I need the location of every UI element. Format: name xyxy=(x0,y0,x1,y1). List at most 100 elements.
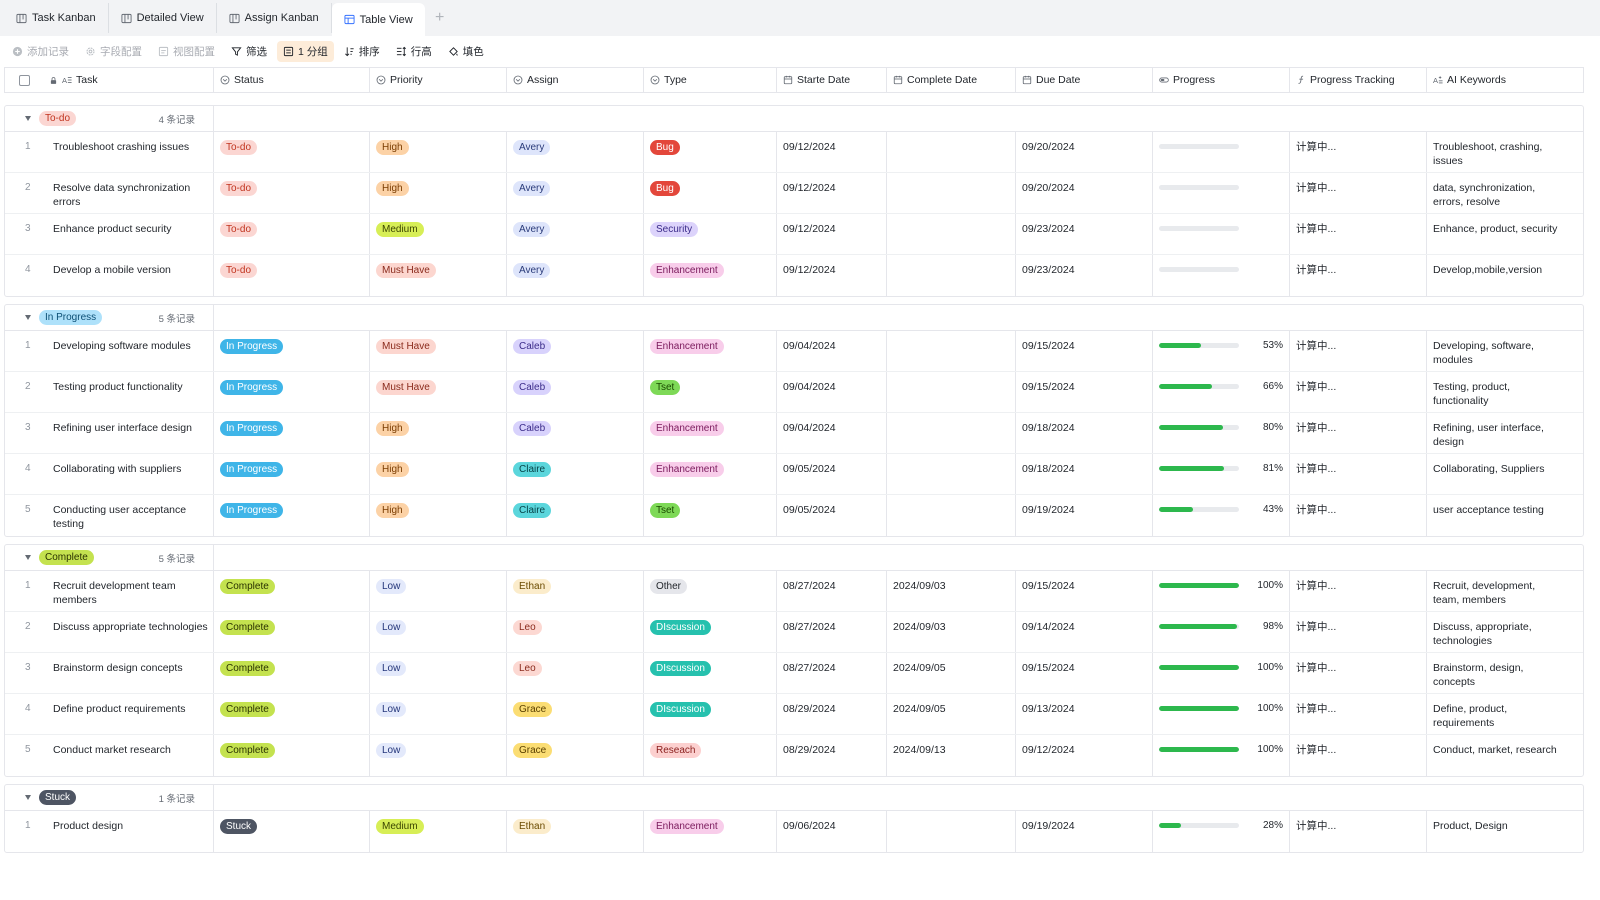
table-row[interactable]: 3 Enhance product security To-do Medium Aver… xyxy=(5,214,1583,255)
collapse-caret-icon[interactable] xyxy=(25,315,31,320)
cell-start[interactable]: 09/04/2024 xyxy=(777,372,887,412)
cell-start[interactable]: 09/04/2024 xyxy=(777,331,887,371)
cell-priority[interactable]: Low xyxy=(370,735,507,776)
cell-complete[interactable]: 2024/09/03 xyxy=(887,612,1016,652)
cell-tracking[interactable]: 计算中... xyxy=(1290,255,1427,296)
cell-keywords[interactable]: Product, Design xyxy=(1427,811,1565,852)
cell-status[interactable]: In Progress xyxy=(214,495,370,536)
table-row[interactable]: 2 Testing product functionality In Progres… xyxy=(5,372,1583,413)
column-header-due[interactable]: Due Date xyxy=(1016,68,1153,92)
cell-task[interactable]: Recruit development team members xyxy=(43,571,214,611)
cell-progress[interactable]: 43% xyxy=(1153,495,1290,536)
cell-task[interactable]: Resolve data synchronization errors xyxy=(43,173,214,213)
cell-start[interactable]: 09/04/2024 xyxy=(777,413,887,453)
cell-assign[interactable]: Leo xyxy=(507,612,644,652)
cell-status[interactable]: In Progress xyxy=(214,454,370,494)
column-header-status[interactable]: Status xyxy=(214,68,370,92)
column-header-keywords[interactable]: A AI Keywords xyxy=(1427,68,1565,92)
cell-progress[interactable]: 80% xyxy=(1153,413,1290,453)
cell-task[interactable]: Product design xyxy=(43,811,214,852)
column-header-start[interactable]: Starte Date xyxy=(777,68,887,92)
cell-start[interactable]: 08/27/2024 xyxy=(777,571,887,611)
cell-priority[interactable]: Low xyxy=(370,612,507,652)
cell-keywords[interactable]: Testing, product, functionality xyxy=(1427,372,1565,412)
cell-start[interactable]: 09/06/2024 xyxy=(777,811,887,852)
cell-priority[interactable]: Must Have xyxy=(370,372,507,412)
cell-type[interactable]: DIscussion xyxy=(644,653,777,693)
cell-assign[interactable]: Claire xyxy=(507,495,644,536)
cell-assign[interactable]: Ethan xyxy=(507,811,644,852)
cell-tracking[interactable]: 计算中... xyxy=(1290,495,1427,536)
cell-tracking[interactable]: 计算中... xyxy=(1290,132,1427,172)
cell-task[interactable]: Testing product functionality xyxy=(43,372,214,412)
cell-status[interactable]: Stuck xyxy=(214,811,370,852)
cell-keywords[interactable]: Refining, user interface, design xyxy=(1427,413,1565,453)
cell-assign[interactable]: Leo xyxy=(507,653,644,693)
cell-keywords[interactable]: Brainstorm, design, concepts xyxy=(1427,653,1565,693)
cell-assign[interactable]: Avery xyxy=(507,214,644,254)
collapse-caret-icon[interactable] xyxy=(25,555,31,560)
cell-status[interactable]: In Progress xyxy=(214,331,370,371)
cell-tracking[interactable]: 计算中... xyxy=(1290,811,1427,852)
tab-task-kanban[interactable]: Task Kanban xyxy=(4,3,109,33)
cell-tracking[interactable]: 计算中... xyxy=(1290,735,1427,776)
cell-complete[interactable]: 2024/09/03 xyxy=(887,571,1016,611)
cell-priority[interactable]: Low xyxy=(370,694,507,734)
cell-priority[interactable]: Must Have xyxy=(370,331,507,371)
cell-progress[interactable]: 81% xyxy=(1153,454,1290,494)
group-header[interactable]: To-do 4 条记录 xyxy=(5,106,1583,132)
cell-due[interactable]: 09/15/2024 xyxy=(1016,653,1153,693)
cell-tracking[interactable]: 计算中... xyxy=(1290,571,1427,611)
cell-progress[interactable] xyxy=(1153,132,1290,172)
column-header-assign[interactable]: Assign xyxy=(507,68,644,92)
cell-type[interactable]: Tset xyxy=(644,495,777,536)
cell-type[interactable]: Reseach xyxy=(644,735,777,776)
cell-assign[interactable]: Caleb xyxy=(507,331,644,371)
cell-complete[interactable] xyxy=(887,413,1016,453)
cell-progress[interactable]: 100% xyxy=(1153,571,1290,611)
cell-due[interactable]: 09/14/2024 xyxy=(1016,612,1153,652)
column-header-tracking[interactable]: Progress Tracking xyxy=(1290,68,1427,92)
tab-detailed-view[interactable]: Detailed View xyxy=(109,3,217,33)
cell-tracking[interactable]: 计算中... xyxy=(1290,214,1427,254)
cell-type[interactable]: Enhancement xyxy=(644,454,777,494)
cell-priority[interactable]: Must Have xyxy=(370,255,507,296)
cell-assign[interactable]: Grace xyxy=(507,694,644,734)
cell-task[interactable]: Define product requirements xyxy=(43,694,214,734)
cell-complete[interactable] xyxy=(887,173,1016,213)
cell-due[interactable]: 09/23/2024 xyxy=(1016,255,1153,296)
cell-start[interactable]: 08/27/2024 xyxy=(777,653,887,693)
cell-start[interactable]: 09/12/2024 xyxy=(777,132,887,172)
column-header-priority[interactable]: Priority xyxy=(370,68,507,92)
cell-status[interactable]: Complete xyxy=(214,612,370,652)
filter-button[interactable]: 筛选 xyxy=(225,41,273,62)
cell-tracking[interactable]: 计算中... xyxy=(1290,372,1427,412)
cell-task[interactable]: Collaborating with suppliers xyxy=(43,454,214,494)
cell-task[interactable]: Enhance product security xyxy=(43,214,214,254)
cell-type[interactable]: Enhancement xyxy=(644,255,777,296)
cell-task[interactable]: Conducting user acceptance testing xyxy=(43,495,214,536)
cell-type[interactable]: DIscussion xyxy=(644,694,777,734)
cell-keywords[interactable]: data, synchronization, errors, resolve xyxy=(1427,173,1565,213)
table-row[interactable]: 1 Troubleshoot crashing issues To-do High Av… xyxy=(5,132,1583,173)
cell-priority[interactable]: Low xyxy=(370,653,507,693)
cell-priority[interactable]: High xyxy=(370,132,507,172)
cell-complete[interactable] xyxy=(887,132,1016,172)
cell-status[interactable]: To-do xyxy=(214,214,370,254)
cell-complete[interactable]: 2024/09/05 xyxy=(887,653,1016,693)
cell-tracking[interactable]: 计算中... xyxy=(1290,694,1427,734)
cell-progress[interactable]: 66% xyxy=(1153,372,1290,412)
cell-priority[interactable]: Medium xyxy=(370,811,507,852)
cell-assign[interactable]: Caleb xyxy=(507,413,644,453)
cell-task[interactable]: Brainstorm design concepts xyxy=(43,653,214,693)
group-header[interactable]: Stuck 1 条记录 xyxy=(5,785,1583,811)
table-row[interactable]: 1 Recruit development team members Complet… xyxy=(5,571,1583,612)
cell-start[interactable]: 09/05/2024 xyxy=(777,454,887,494)
cell-start[interactable]: 08/27/2024 xyxy=(777,612,887,652)
cell-priority[interactable]: Medium xyxy=(370,214,507,254)
field-config-button[interactable]: 字段配置 xyxy=(79,41,148,62)
add-view-icon[interactable]: + xyxy=(435,9,445,26)
tab-assign-kanban[interactable]: Assign Kanban xyxy=(217,3,332,33)
cell-status[interactable]: To-do xyxy=(214,173,370,213)
cell-priority[interactable]: Low xyxy=(370,571,507,611)
